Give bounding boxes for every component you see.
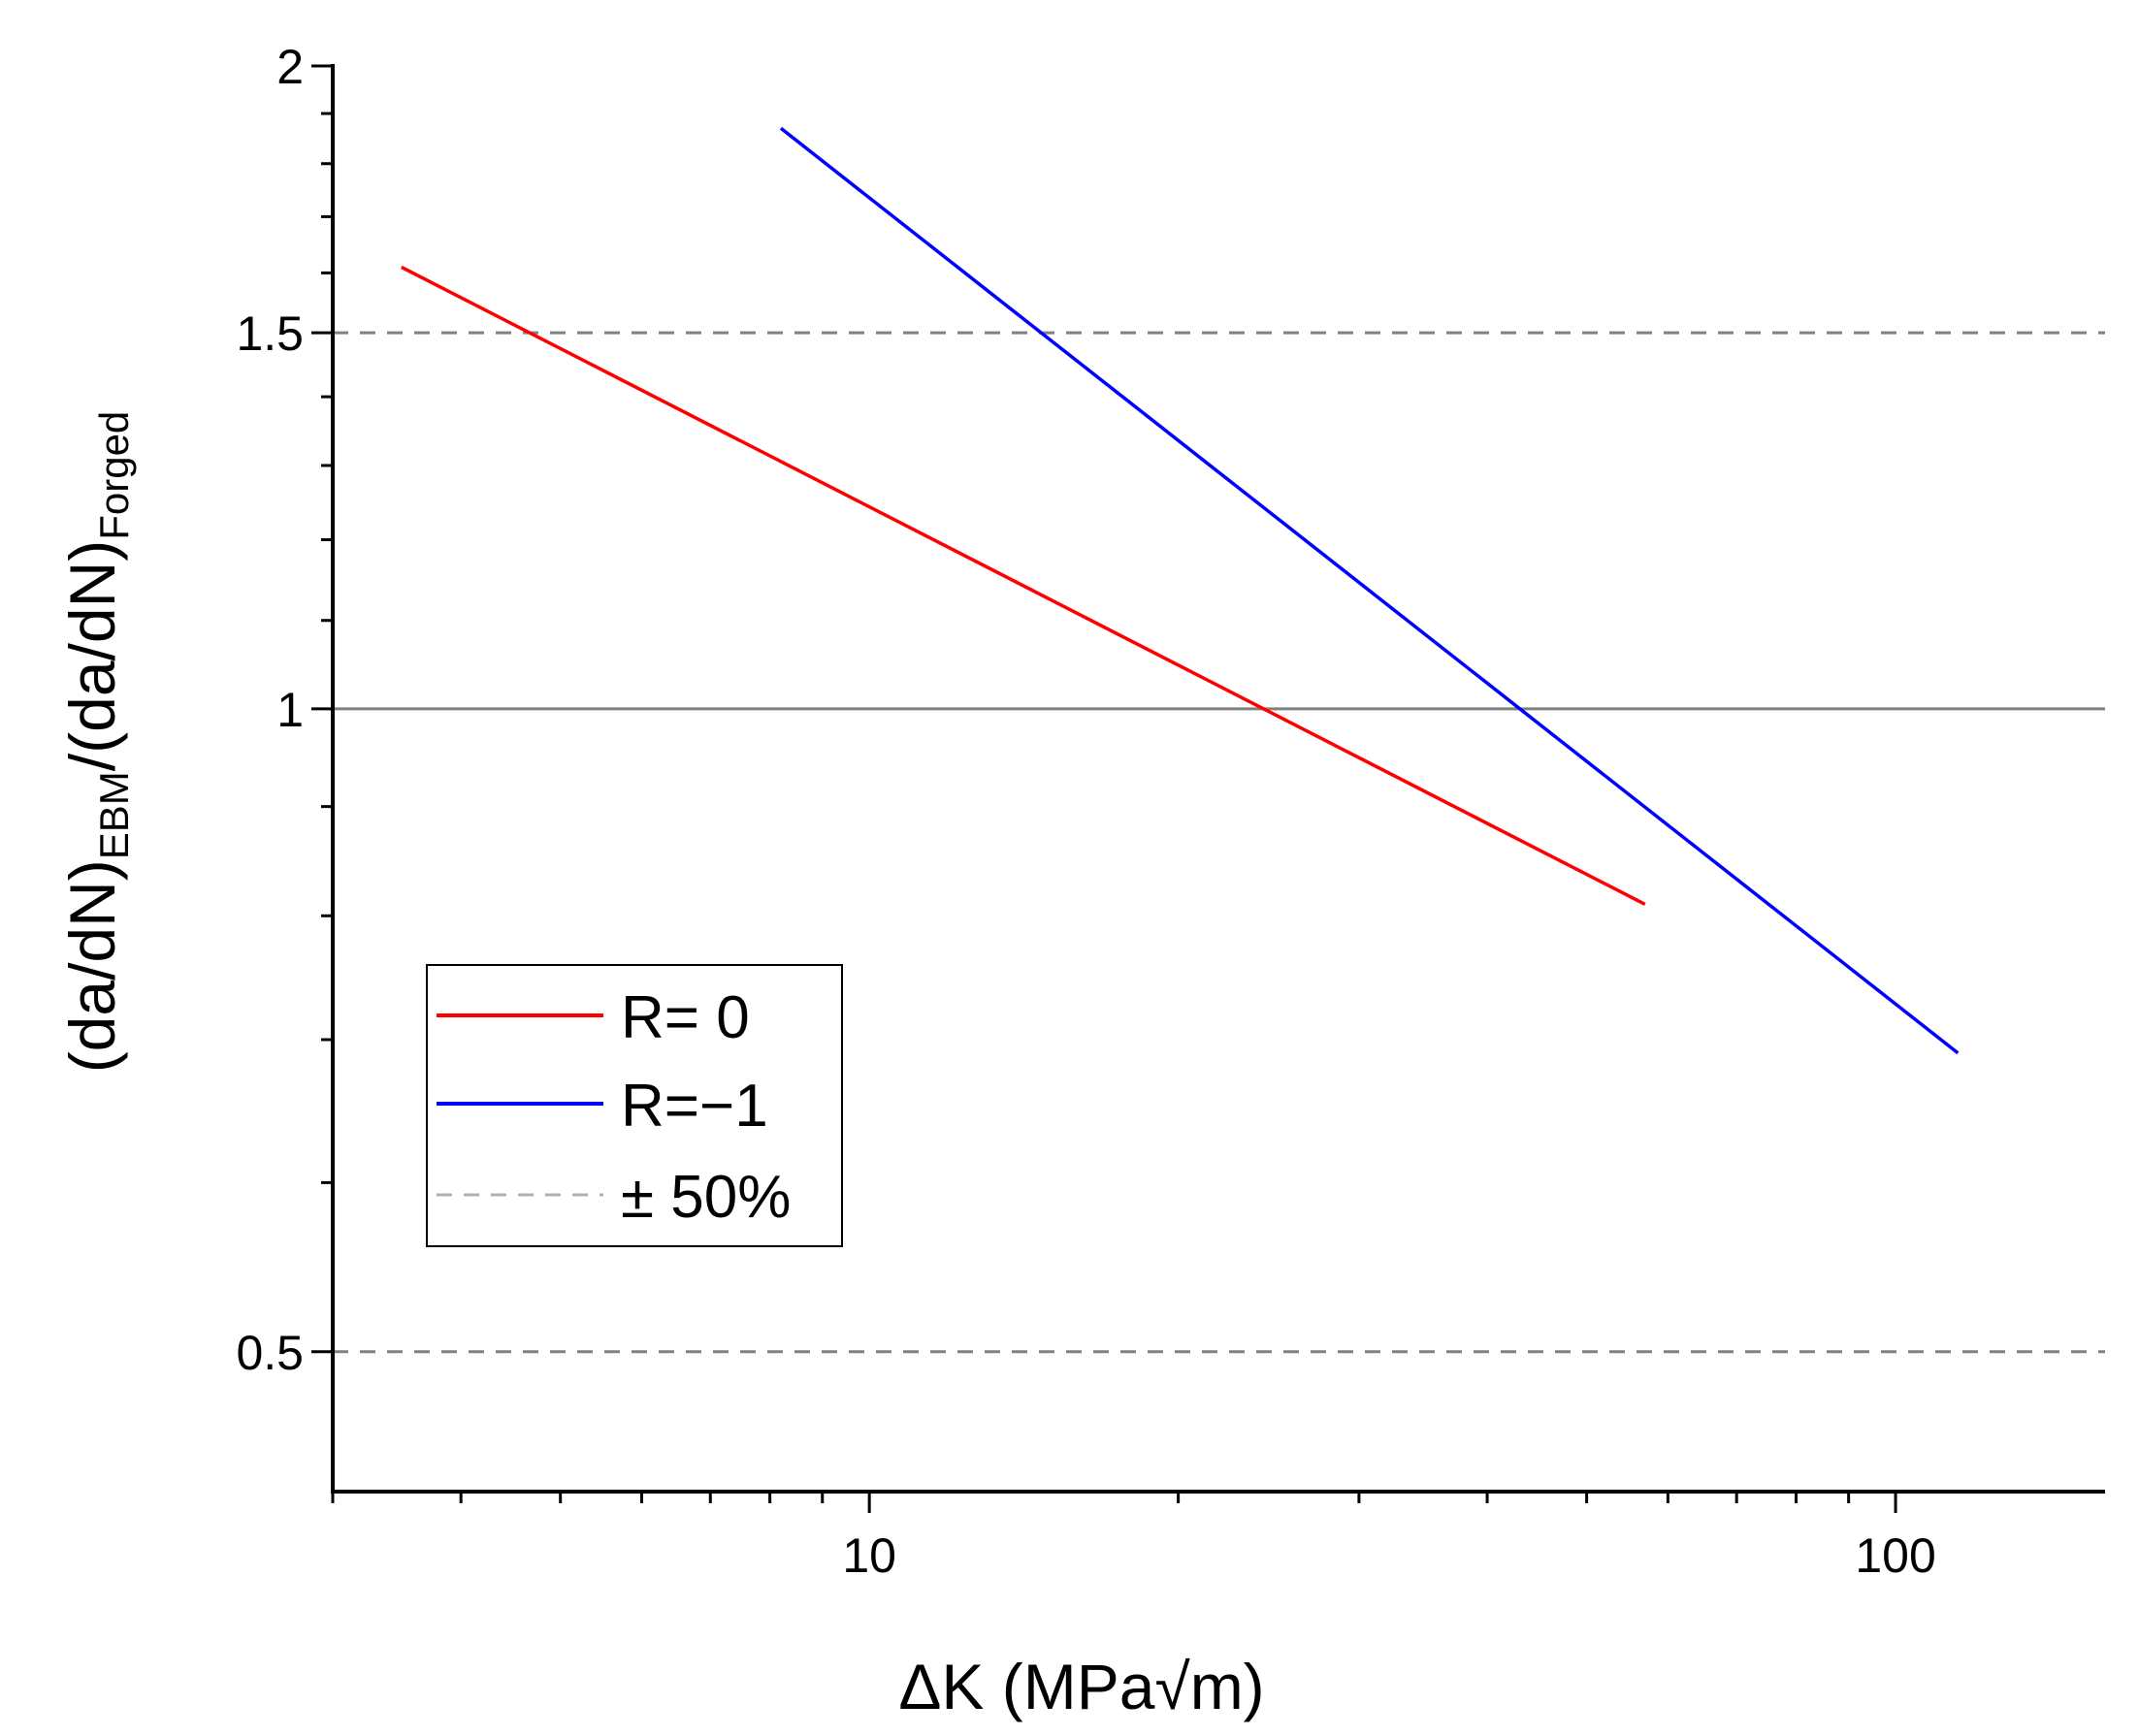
x-axis-title: ΔK (MPa√m) — [898, 1651, 1264, 1722]
y-axis-title-sub1: EBM — [91, 771, 137, 859]
series-lines — [401, 126, 1960, 1055]
axes — [311, 64, 2105, 1513]
y-tick-label-0: 0.5 — [236, 1326, 304, 1380]
legend-label-r-minus-1: R=−1 — [621, 1073, 768, 1140]
y-axis-title-part1: (da/dN) — [56, 859, 128, 1073]
reference-lines — [333, 331, 2105, 1354]
y-tick-label-1: 1 — [276, 683, 304, 737]
x-tick-label-1: 100 — [1855, 1528, 1935, 1583]
legend-label-50pct: ± 50% — [621, 1164, 791, 1231]
y-axis-title: (da/dN)EBM/(da/dN)Forged — [56, 411, 137, 1074]
legend: R= 0 R=−1 ± 50% — [426, 964, 843, 1247]
legend-label-r0: R= 0 — [621, 984, 750, 1051]
y-axis-title-part2: /(da/dN) — [56, 540, 128, 771]
series-line-0 — [401, 265, 1646, 906]
y-tick-label-2: 1.5 — [236, 306, 304, 361]
series-line-1 — [779, 126, 1960, 1055]
x-tick-label-0: 10 — [842, 1528, 896, 1583]
y-axis-title-sub2: Forged — [91, 411, 137, 540]
y-tick-label-3: 2 — [276, 40, 304, 94]
tick-labels: 10 100 0.5 1 1.5 2 — [236, 40, 1935, 1583]
